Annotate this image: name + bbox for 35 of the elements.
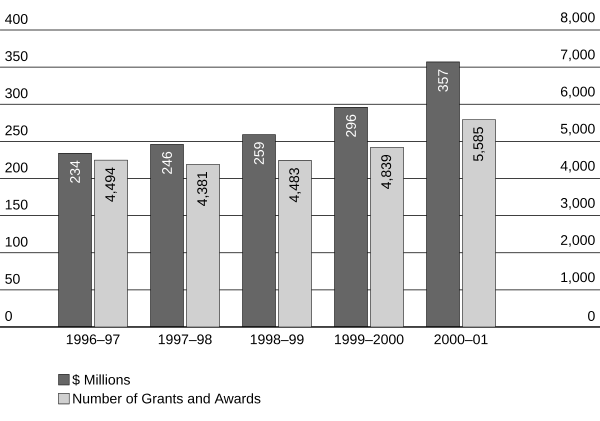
data-label: 246 [162, 152, 172, 174]
data-label: 4,494 [105, 168, 117, 202]
data-label: 4,839 [381, 154, 393, 190]
y-tick-label: 400 [5, 14, 28, 24]
y-tick-label: 0 [5, 311, 12, 321]
y-tick-label: 100 [6, 236, 28, 247]
data-label: 357 [438, 70, 448, 92]
y2-tick-label: 5,000 [560, 124, 595, 136]
y-tick-label: 350 [5, 51, 28, 62]
y2-tick-label: 4,000 [560, 160, 595, 172]
legend-label: Number of Grants and Awards [73, 393, 260, 404]
y-tick-label: 50 [5, 274, 20, 284]
data-label: 4,381 [197, 172, 209, 206]
data-label: 296 [346, 114, 356, 137]
y2-tick-label: 8,000 [560, 12, 595, 24]
x-tick-label: 2000–01 [434, 334, 488, 344]
data-label: 4,483 [289, 168, 301, 202]
y2-tick-label: 1,000 [561, 272, 595, 284]
data-label: 234 [70, 160, 80, 183]
y-tick-label: 250 [5, 125, 28, 136]
x-tick-label: 1998–99 [250, 334, 304, 344]
y2-tick-label: 6,000 [560, 86, 595, 98]
y2-tick-label: 0 [588, 311, 595, 321]
x-tick-label: 1997–98 [158, 334, 212, 344]
legend-label: $ Millions [72, 374, 130, 386]
y2-tick-label: 2,000 [560, 235, 595, 247]
y-tick-label: 200 [5, 162, 28, 172]
x-tick-label: 1996–97 [66, 334, 120, 344]
y2-tick-label: 7,000 [560, 50, 595, 62]
data-label: 259 [254, 142, 264, 164]
y2-tick-label: 3,000 [560, 198, 595, 210]
x-tick-label: 1999–2000 [335, 334, 404, 344]
y-tick-label: 300 [5, 88, 28, 98]
data-label: 5,585 [473, 127, 485, 162]
y-tick-label: 150 [6, 200, 28, 210]
